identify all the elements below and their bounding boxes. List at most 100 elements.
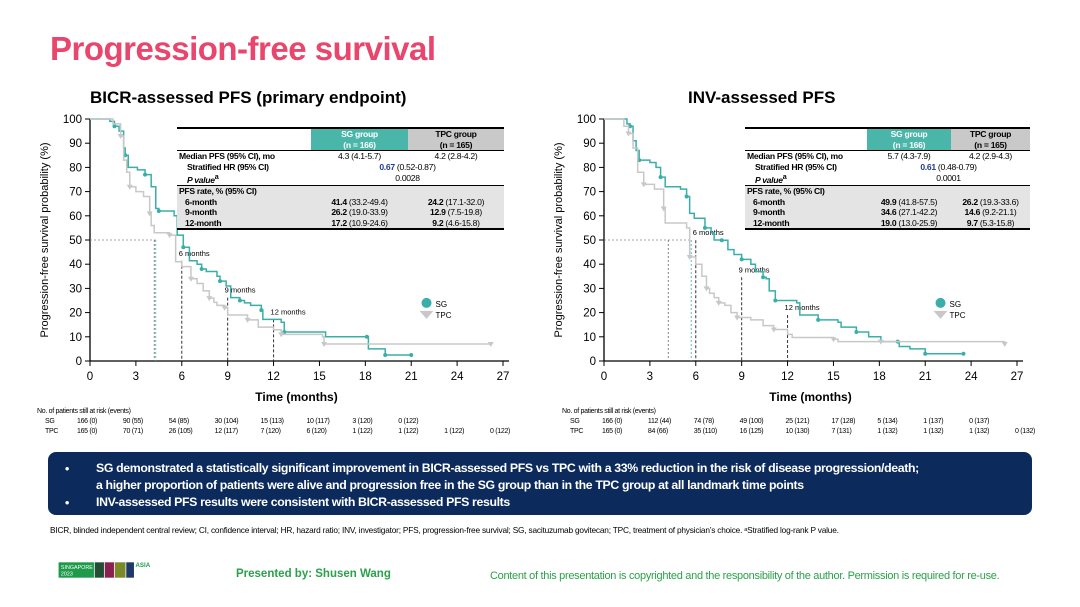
sg-censor-mark — [816, 317, 821, 322]
tpc-censor-mark — [278, 332, 285, 338]
at-risk-value: 165 (0) — [77, 428, 98, 435]
summary-line-3: INV-assessed PFS results were consistent… — [96, 495, 510, 509]
sg-censor-mark — [773, 298, 778, 303]
at-risk-value: 1 (122) — [398, 428, 419, 435]
at-risk-value: 6 (120) — [306, 428, 327, 435]
sg-censor-mark — [218, 279, 223, 284]
hr-label: Stratified HR (95% CI) — [755, 161, 837, 172]
at-risk-value: 166 (0) — [602, 418, 623, 425]
at-risk-value: 1 (132) — [969, 428, 990, 435]
hr-label: Stratified HR (95% CI) — [187, 161, 269, 172]
tpc-censor-mark — [830, 337, 837, 343]
rate-6m-sg: 41.4 (33.2-49.4) — [311, 196, 408, 208]
landmark-label: 9 months — [739, 265, 770, 274]
sg-censor-mark — [383, 352, 388, 357]
tpc-censor-mark — [703, 286, 710, 292]
y-tick-label: 10 — [69, 332, 82, 344]
at-risk-value: 10 (130) — [785, 428, 810, 435]
rate-9m-tpc: 14.6 (9.2-21.1) — [951, 207, 1030, 218]
rate-6m-tpc: 24.2 (17.1-32.0) — [408, 196, 504, 208]
x-tick-label: 3 — [133, 371, 139, 383]
at-risk-group: SG — [570, 418, 580, 425]
at-risk-value: 1 (137) — [923, 418, 944, 425]
rate-12m-tpc: 9.7 (5.3-15.8) — [951, 217, 1030, 230]
tpc-censor-mark — [126, 184, 133, 190]
at-risk-value: 17 (128) — [831, 418, 856, 425]
p-value: 0.0001 — [936, 173, 961, 184]
tpc-censor-mark — [146, 211, 153, 217]
summary-line-2: a higher proportion of patients were ali… — [96, 478, 804, 492]
sg-censor-mark — [112, 124, 117, 129]
y-tick-label: 100 — [577, 114, 596, 126]
footnote: BICR, blinded independent central review… — [50, 525, 839, 535]
sg-censor-mark — [259, 308, 264, 313]
at-risk-value: 1 (132) — [877, 428, 898, 435]
logo-line1: SINGAPORE — [61, 565, 93, 571]
x-tick-label: 15 — [827, 371, 840, 383]
at-risk-group: SG — [45, 418, 55, 425]
at-risk-value: 0 (132) — [1015, 428, 1036, 435]
at-risk-value: 49 (100) — [739, 418, 764, 425]
sg-censor-mark — [923, 351, 928, 356]
x-tick-label: 24 — [451, 371, 464, 383]
tpc-censor-mark — [734, 315, 741, 321]
logo-e — [94, 562, 104, 578]
tpc-censor-mark — [686, 254, 693, 260]
rate-9m-sg: 34.6 (27.1-42.2) — [867, 207, 951, 218]
y-axis-label: Progression-free survival probability (%… — [39, 142, 51, 337]
bullet: • — [65, 462, 69, 476]
x-tick-label: 6 — [179, 371, 185, 383]
at-risk-label: No. of patients still at risk (events) — [562, 408, 656, 415]
y-tick-label: 0 — [76, 356, 82, 368]
esmo-asia-logo: SINGAPORE 2023 ASIA — [58, 562, 151, 578]
y-tick-label: 100 — [63, 114, 82, 126]
sg-censor-mark — [409, 352, 414, 357]
rate-6m-label: 6-month — [745, 196, 867, 208]
hr-value: 0.67 (0.52-0.87) — [379, 161, 436, 172]
tpc-censor-mark — [1001, 342, 1008, 348]
x-tick-label: 6 — [693, 371, 699, 383]
x-tick-label: 15 — [313, 371, 326, 383]
x-tick-label: 18 — [873, 371, 886, 383]
at-risk-value: 10 (117) — [306, 418, 330, 425]
logo-m — [114, 562, 126, 578]
sg-censor-mark — [684, 194, 689, 199]
at-risk-value: 166 (0) — [77, 418, 98, 425]
hr-value: 0.61 (0.48-0.79) — [920, 161, 977, 172]
at-risk-value: 0 (122) — [490, 428, 511, 435]
tpc-censor-mark — [770, 327, 777, 333]
x-tick-label: 0 — [601, 371, 607, 383]
y-tick-label: 80 — [583, 162, 596, 174]
x-tick-label: 3 — [647, 371, 653, 383]
sg-censor-mark — [961, 351, 966, 356]
tpc-group-header: TPC group (n = 165) — [951, 128, 1030, 151]
tpc-curve — [90, 118, 491, 345]
summary-box: • SG demonstrated a statistically signif… — [48, 452, 1032, 515]
chart-title-inv: INV-assessed PFS — [688, 88, 836, 107]
y-tick-label: 20 — [583, 308, 596, 320]
at-risk-value: 5 (134) — [877, 418, 898, 425]
y-tick-label: 60 — [69, 211, 82, 223]
at-risk-group: TPC — [570, 428, 584, 435]
tpc-censor-mark — [321, 342, 328, 348]
chart-title-bicr: BICR-assessed PFS (primary endpoint) — [90, 88, 407, 107]
logo-bg — [58, 562, 94, 578]
y-tick-label: 50 — [583, 235, 596, 247]
at-risk-value: 1 (122) — [352, 428, 373, 435]
at-risk-value: 165 (0) — [602, 428, 623, 435]
sg-group-header: SG group (n = 166) — [311, 128, 408, 151]
x-tick-label: 27 — [1011, 371, 1024, 383]
at-risk-value: 112 (44) — [647, 418, 672, 425]
x-tick-label: 0 — [87, 371, 93, 383]
y-tick-label: 20 — [69, 308, 82, 320]
y-tick-label: 90 — [69, 138, 82, 150]
landmark-label: 6 months — [693, 228, 724, 237]
y-axis-label: Progression-free survival probability (%… — [553, 142, 565, 337]
x-tick-label: 21 — [405, 371, 418, 383]
landmark-label: 6 months — [179, 249, 210, 258]
at-risk-value: 90 (55) — [122, 418, 143, 425]
sg-censor-mark — [719, 238, 724, 243]
x-tick-label: 18 — [359, 371, 372, 383]
bullet: • — [65, 496, 69, 510]
y-tick-label: 90 — [583, 138, 596, 150]
